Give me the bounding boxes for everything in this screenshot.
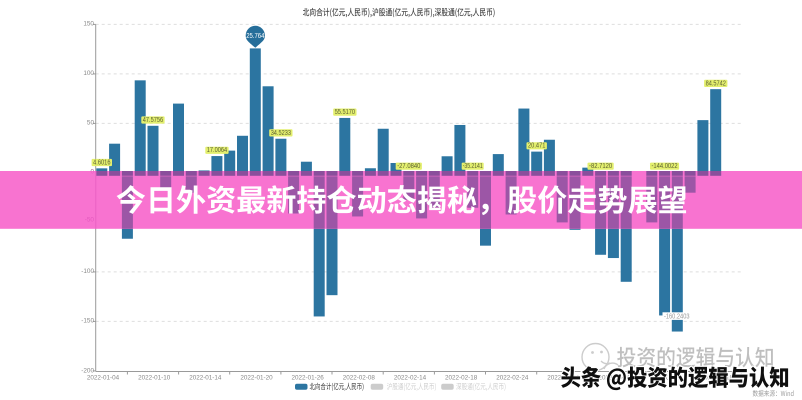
svg-text:2022-02-08: 2022-02-08 <box>343 374 376 381</box>
svg-text:100: 100 <box>83 70 94 77</box>
svg-text:150: 150 <box>83 21 94 28</box>
svg-text:-35.2141: -35.2141 <box>463 163 483 170</box>
svg-text:2022-01-04: 2022-01-04 <box>87 374 120 381</box>
svg-text:17.0064: 17.0064 <box>207 147 227 154</box>
svg-text:-150: -150 <box>81 318 94 325</box>
svg-text:0: 0 <box>90 169 94 176</box>
svg-text:-82.7120: -82.7120 <box>589 163 612 170</box>
svg-text:20.471: 20.471 <box>528 143 545 150</box>
svg-text:-50: -50 <box>85 217 95 224</box>
svg-text:-200: -200 <box>81 367 94 374</box>
svg-text:2022-02-18: 2022-02-18 <box>445 374 478 381</box>
svg-text:2022-01-10: 2022-01-10 <box>138 374 171 381</box>
svg-text:2022-01-14: 2022-01-14 <box>189 374 222 381</box>
svg-text:-144.0022: -144.0022 <box>652 163 678 170</box>
svg-text:125.7647: 125.7647 <box>243 31 268 40</box>
svg-text:47.5756: 47.5756 <box>143 117 163 124</box>
svg-text:2022-02-14: 2022-02-14 <box>394 374 427 381</box>
svg-text:-160.2403: -160.2403 <box>664 314 690 321</box>
svg-text:34.5233: 34.5233 <box>271 130 291 137</box>
svg-text:4.6016: 4.6016 <box>93 159 110 166</box>
svg-text:2022-01-26: 2022-01-26 <box>291 374 324 381</box>
svg-text:-100: -100 <box>81 268 94 275</box>
svg-text:55.5170: 55.5170 <box>335 109 355 116</box>
svg-text:50: 50 <box>87 120 95 127</box>
svg-text:-27.0840: -27.0840 <box>397 163 420 170</box>
svg-text:2022-02-24: 2022-02-24 <box>496 374 529 381</box>
svg-text:2022-01-20: 2022-01-20 <box>240 374 273 381</box>
svg-text:84.5742: 84.5742 <box>706 80 726 87</box>
